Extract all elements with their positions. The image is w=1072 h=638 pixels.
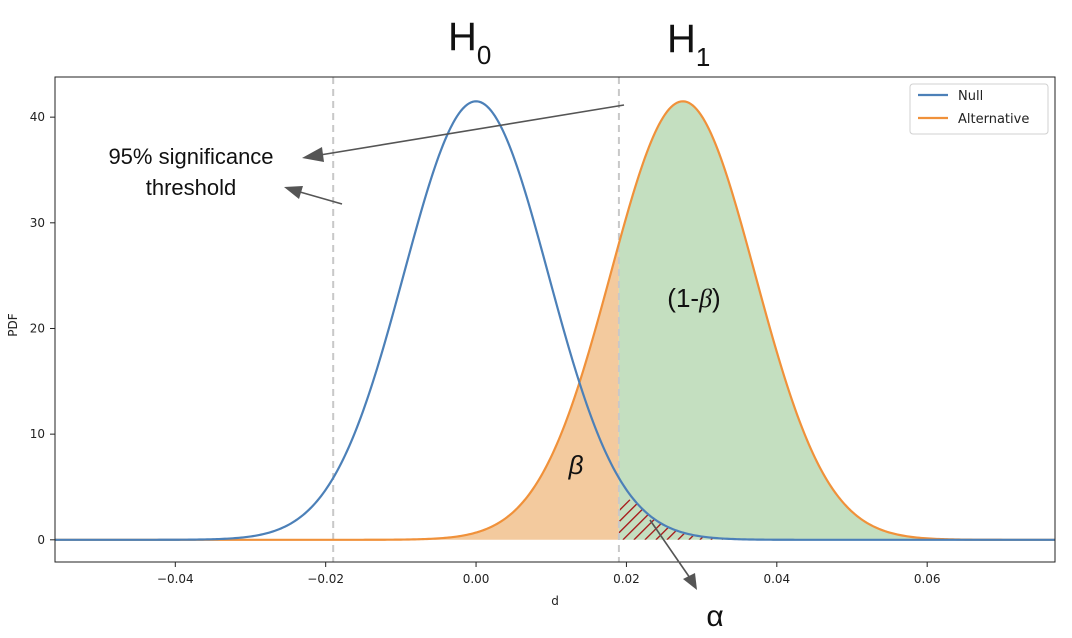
legend: Null Alternative bbox=[909, 83, 1049, 135]
h1-label: H1 bbox=[667, 17, 710, 72]
x-tick-label: 0.04 bbox=[763, 572, 790, 586]
y-axis-label: PDF bbox=[6, 313, 20, 336]
x-tick-label: −0.04 bbox=[157, 572, 194, 586]
beta-region bbox=[55, 243, 619, 540]
x-tick-label: 0.02 bbox=[613, 572, 640, 586]
alpha-label: α bbox=[706, 600, 723, 633]
power-region bbox=[618, 101, 1055, 540]
legend-null-label: Null bbox=[958, 89, 983, 104]
y-tick-label: 40 bbox=[30, 110, 45, 124]
arrow-lower-head bbox=[284, 186, 303, 199]
x-axis-ticks: −0.04 −0.02 0.00 0.02 0.04 0.06 bbox=[157, 562, 941, 586]
x-tick-label: −0.02 bbox=[307, 572, 344, 586]
legend-box bbox=[909, 83, 1049, 135]
y-tick-label: 10 bbox=[30, 427, 45, 441]
x-axis-label: d bbox=[551, 594, 559, 608]
alpha-hatch-line bbox=[618, 499, 642, 540]
x-tick-label: 0.06 bbox=[914, 572, 941, 586]
arrow-upper-head bbox=[302, 147, 324, 162]
threshold-label-line2: threshold bbox=[146, 175, 237, 200]
arrow-upper-threshold bbox=[319, 104, 625, 156]
x-tick-label: 0.00 bbox=[463, 572, 490, 586]
arrow-lower-threshold bbox=[299, 191, 343, 205]
threshold-lines bbox=[332, 77, 620, 562]
y-tick-label: 20 bbox=[30, 321, 45, 335]
threshold-arrows bbox=[284, 104, 697, 590]
series-null-line bbox=[55, 100, 1055, 541]
y-tick-label: 30 bbox=[30, 216, 45, 230]
power-label: (1-β) bbox=[667, 283, 720, 313]
threshold-label-line1: 95% significance bbox=[108, 144, 273, 169]
arrow-alpha bbox=[649, 519, 691, 579]
beta-label: β bbox=[568, 450, 584, 480]
alpha-hatch-line bbox=[618, 499, 631, 540]
legend-alternative-label: Alternative bbox=[958, 112, 1029, 127]
plot-frame bbox=[54, 76, 1056, 563]
y-tick-label: 0 bbox=[37, 533, 45, 547]
arrow-alpha-head bbox=[683, 573, 697, 590]
y-axis-ticks: 0 10 20 30 40 bbox=[30, 110, 55, 547]
h0-label: H0 bbox=[448, 15, 491, 70]
